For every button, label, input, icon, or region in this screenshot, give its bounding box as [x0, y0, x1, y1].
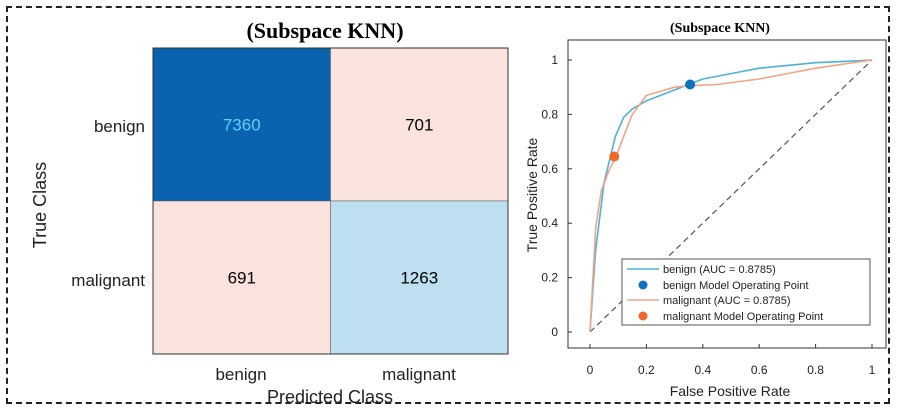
cm-xlabel: Predicted Class — [267, 387, 393, 407]
roc-y-tick-label: 0.2 — [541, 271, 558, 285]
roc-xlabel: False Positive Rate — [670, 383, 791, 399]
roc-x-tick-label: 0.6 — [751, 363, 768, 377]
cm-title: (Subspace KNN) — [246, 18, 403, 43]
cm-cell — [330, 200, 509, 355]
roc-x-tick-label: 0.4 — [694, 363, 711, 377]
cm-cells: 7360 701 691 1263 — [152, 47, 509, 355]
roc-benign-operating-point — [685, 79, 696, 90]
roc-benign-curve — [589, 59, 873, 333]
roc-y-tick-label: 0.8 — [541, 107, 558, 121]
figure-frame — [6, 6, 890, 404]
roc-malignant-operating-point — [609, 151, 620, 162]
cm-col-label-1: malignant — [382, 365, 456, 384]
roc-title: (Subspace KNN) — [670, 21, 770, 36]
legend-box — [621, 258, 871, 326]
roc-axes: 0 0.2 0.4 0.6 0.8 1 0 0.2 0.4 0.6 0.8 1 — [541, 53, 875, 377]
legend-malignant-point — [638, 311, 648, 321]
legend-malignant-label: malignant (AUC = 0.8785) — [663, 295, 790, 307]
roc-y-tick-label: 1 — [551, 53, 558, 67]
roc-y-tick-label: 0 — [551, 325, 558, 339]
roc-x-tick-label: 0.8 — [807, 363, 824, 377]
cm-cell-value: 7360 — [223, 116, 261, 135]
legend-benign-point — [638, 280, 648, 290]
roc-legend: benign (AUC = 0.8785) benign Model Opera… — [621, 258, 871, 326]
legend-benign-point-label: benign Model Operating Point — [663, 280, 809, 292]
cm-cell-value: 691 — [228, 269, 256, 288]
cm-border — [152, 47, 509, 355]
roc-x-tick-label: 0.2 — [638, 363, 655, 377]
cm-row-label-1: malignant — [71, 271, 145, 290]
roc-malignant-curve — [589, 59, 873, 333]
confusion-matrix: (Subspace KNN) 7360 701 691 1263 benign mal… — [30, 18, 509, 407]
cm-col-label-0: benign — [215, 365, 266, 384]
cm-cell-value: 1263 — [400, 269, 438, 288]
legend-malignant-point-label: malignant Model Operating Point — [663, 311, 823, 323]
roc-x-tick-label: 1 — [869, 363, 876, 377]
cm-cell — [152, 200, 331, 355]
cm-cell — [330, 47, 509, 202]
roc-x-tick-label: 0 — [587, 363, 594, 377]
roc-y-tick-label: 0.4 — [541, 216, 558, 230]
cm-row-label-0: benign — [94, 117, 145, 136]
roc-chart: (Subspace KNN) 0 0.2 0.4 0.6 0.8 100.20.40.60… — [524, 21, 887, 399]
cm-cell-value: 701 — [405, 116, 433, 135]
cm-ylabel: True Class — [30, 162, 50, 248]
roc-ylabel: True Positive Rate — [524, 137, 540, 252]
legend-benign-label: benign (AUC = 0.8785) — [663, 264, 776, 276]
roc-y-tick-label: 0.6 — [541, 162, 558, 176]
